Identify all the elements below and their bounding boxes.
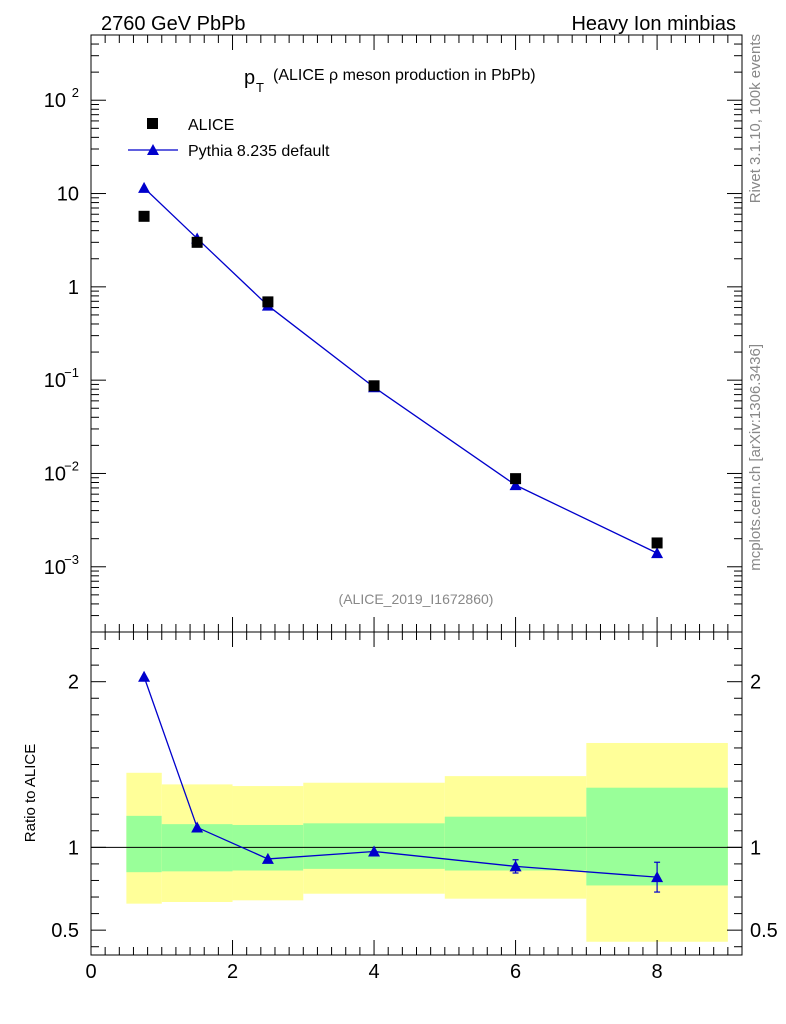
ratio-y-tick-label-right: 0.5 xyxy=(750,920,778,942)
ratio-series xyxy=(138,670,664,893)
header-right: Heavy Ion minbias xyxy=(571,13,736,35)
main-series xyxy=(138,181,664,559)
y-tick-exponent: 2 xyxy=(72,85,79,100)
x-tick-label: 2 xyxy=(227,961,238,983)
y-tick-label: 10 xyxy=(44,557,66,579)
y-tick-label: 1 xyxy=(68,277,79,299)
y-tick-exponent: −1 xyxy=(64,365,79,380)
uncertainty-band-inner xyxy=(126,815,162,873)
alice-point xyxy=(510,473,522,485)
header-left: 2760 GeV PbPb xyxy=(101,13,246,35)
x-tick-label: 4 xyxy=(368,961,379,983)
ratio-point xyxy=(509,860,522,872)
legend-alice-marker xyxy=(147,118,158,129)
plot-title-rest: (ALICE ρ meson production in PbPb) xyxy=(273,67,536,84)
alice-point xyxy=(651,537,663,549)
pythia-point xyxy=(509,479,522,491)
x-tick-label: 6 xyxy=(510,961,521,983)
x-axis-ticks: 0 2 4 6 8 xyxy=(85,35,729,983)
analysis-id-label: (ALICE_2019_I1672860) xyxy=(339,591,494,607)
ratio-y-tick-label: 2 xyxy=(68,672,79,694)
y-tick-label: 10 xyxy=(57,184,79,206)
ratio-point xyxy=(651,871,664,883)
y-tick-label: 10 xyxy=(44,463,66,485)
y-tick-exponent: −3 xyxy=(64,552,79,567)
y-tick-label: 10 xyxy=(44,370,66,392)
mcplots-source-label: mcplots.cern.ch [arXiv:1306.3436] xyxy=(747,344,764,571)
ratio-point xyxy=(138,670,151,682)
ratio-panel: 0.5 0.5 1 1 2 2 Ratio to ALICE xyxy=(22,631,778,956)
ratio-y-tick-label: 0.5 xyxy=(51,920,79,942)
rivet-info-label: Rivet 3.1.10, 100k events xyxy=(747,34,764,203)
alice-point xyxy=(191,236,203,248)
legend-pythia-label: Pythia 8.235 default xyxy=(188,143,330,160)
ratio-line xyxy=(143,676,658,878)
ratio-ylabel: Ratio to ALICE xyxy=(22,744,39,842)
pythia-line xyxy=(143,187,658,554)
alice-point xyxy=(262,296,274,308)
ratio-y-tick-label-right: 2 xyxy=(750,672,761,694)
x-tick-label: 0 xyxy=(85,961,96,983)
alice-point xyxy=(138,210,150,222)
ratio-point xyxy=(191,821,204,833)
y-tick-exponent: −2 xyxy=(64,458,79,473)
legend-alice-label: ALICE xyxy=(188,117,234,134)
ratio-point xyxy=(368,845,381,857)
pythia-point xyxy=(138,181,151,193)
pythia-point xyxy=(651,547,664,559)
ratio-y-tick-label-right: 1 xyxy=(750,837,761,859)
y-tick-label: 10 xyxy=(44,90,66,112)
ratio-y-tick-label: 1 xyxy=(68,837,79,859)
ratio-ticks: 0.5 0.5 1 1 2 2 xyxy=(51,648,778,948)
plot-title-main: p xyxy=(244,67,255,89)
legend-pythia-marker xyxy=(147,144,159,155)
alice-point xyxy=(368,380,380,392)
main-panel-frame xyxy=(90,34,743,633)
plot-title-sub: T xyxy=(256,80,264,95)
ratio-point xyxy=(261,852,274,864)
x-tick-label: 8 xyxy=(652,961,663,983)
